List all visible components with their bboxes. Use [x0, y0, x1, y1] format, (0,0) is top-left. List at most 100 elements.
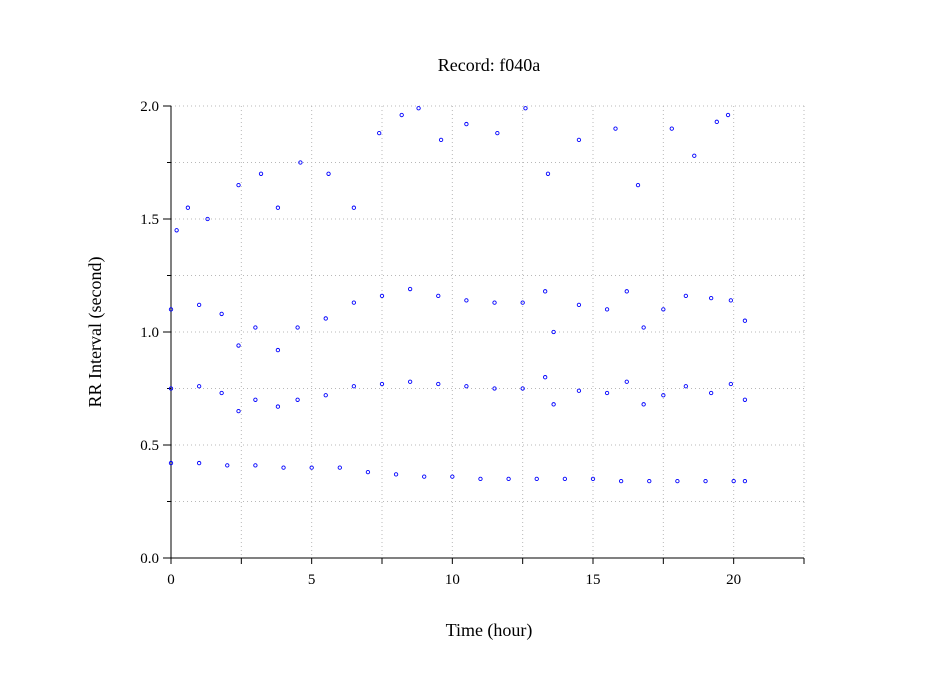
data-point: [253, 397, 258, 402]
x-tick-label: 5: [308, 572, 316, 588]
data-point: [205, 216, 210, 222]
data-point: [495, 130, 500, 136]
y-tick-label: 1.0: [140, 325, 159, 341]
data-point: [464, 121, 469, 127]
data-point: [675, 479, 680, 484]
data-point: [618, 479, 624, 484]
data-point: [492, 386, 497, 391]
data-point: [520, 386, 525, 391]
data-point: [298, 160, 303, 165]
data-point: [683, 293, 688, 298]
data-point: [174, 228, 179, 233]
data-point: [728, 381, 734, 387]
data-point: [714, 119, 719, 124]
data-point: [543, 375, 548, 380]
data-point: [422, 474, 427, 479]
x-tick-label: 10: [445, 572, 460, 588]
data-point: [709, 390, 714, 396]
data-point: [725, 112, 731, 118]
data-point: [323, 393, 328, 398]
data-point: [635, 182, 641, 188]
data-point: [590, 476, 596, 482]
data-point: [669, 126, 674, 131]
y-tick-label: 1.5: [140, 212, 159, 228]
data-point: [551, 402, 556, 407]
data-point: [236, 182, 241, 188]
y-tick-label: 0.5: [140, 438, 159, 454]
data-point: [728, 298, 734, 303]
x-axis-ticks: 0 5 10 15 20: [167, 558, 805, 588]
data-point: [168, 386, 174, 391]
data-point: [337, 465, 342, 470]
data-point: [661, 393, 666, 398]
data-point: [295, 325, 300, 330]
data-point: [624, 289, 629, 294]
data-point: [253, 463, 258, 468]
data-point: [731, 479, 736, 484]
data-point: [399, 112, 404, 118]
data-point: [281, 465, 286, 470]
data-point: [168, 307, 174, 312]
data-point: [576, 302, 582, 308]
data-point: [326, 171, 331, 176]
data-point: [309, 465, 314, 470]
data-point: [692, 153, 697, 158]
data-point: [520, 300, 525, 305]
data-point: [295, 397, 300, 402]
data-point: [416, 106, 421, 111]
data-point: [196, 384, 202, 389]
data-point: [236, 343, 241, 348]
data-point: [641, 402, 646, 407]
data-point: [464, 298, 469, 303]
x-tick-label: 0: [167, 572, 175, 588]
y-axis-ticks: 0.0 0.5 1.0 1.5 2.0: [140, 99, 171, 567]
data-point: [225, 463, 230, 468]
data-point: [407, 286, 413, 292]
data-point: [576, 388, 582, 393]
data-point: [464, 384, 469, 389]
grid-lines: [171, 105, 805, 558]
data-point: [365, 469, 371, 475]
data-point: [562, 476, 568, 482]
data-point: [703, 479, 708, 484]
y-tick-label: 0.0: [140, 551, 159, 567]
data-point: [534, 476, 539, 482]
data-point: [253, 325, 258, 330]
data-point: [379, 293, 385, 298]
data-point: [219, 390, 224, 396]
data-point: [624, 379, 629, 384]
y-tick-label: 2.0: [140, 99, 159, 115]
data-point: [604, 307, 610, 312]
data-point: [661, 307, 666, 312]
x-tick-label: 20: [726, 572, 741, 588]
data-point: [742, 479, 748, 484]
data-point: [379, 381, 385, 387]
data-point: [393, 472, 399, 477]
data-point: [506, 476, 511, 482]
data-point: [275, 205, 281, 210]
data-point: [576, 137, 582, 143]
x-tick-label: 15: [586, 572, 601, 588]
data-point: [742, 318, 748, 323]
data-point: [351, 300, 357, 305]
data-point: [683, 384, 688, 389]
data-point: [545, 171, 551, 176]
data-point: [168, 460, 174, 466]
data-point: [647, 479, 652, 484]
data-point: [438, 137, 444, 143]
data-point: [742, 397, 748, 402]
data-point: [450, 474, 455, 479]
data-point: [436, 381, 441, 387]
data-point: [275, 347, 281, 353]
data-point: [351, 205, 357, 210]
data-point: [613, 126, 618, 131]
data-point: [551, 329, 556, 335]
data-point: [709, 295, 714, 301]
data-point: [236, 408, 241, 414]
data-point: [323, 316, 328, 321]
data-point: [478, 476, 483, 482]
data-point: [258, 171, 264, 176]
data-points: [168, 106, 748, 484]
chart-title: Record: f040a: [438, 55, 540, 75]
